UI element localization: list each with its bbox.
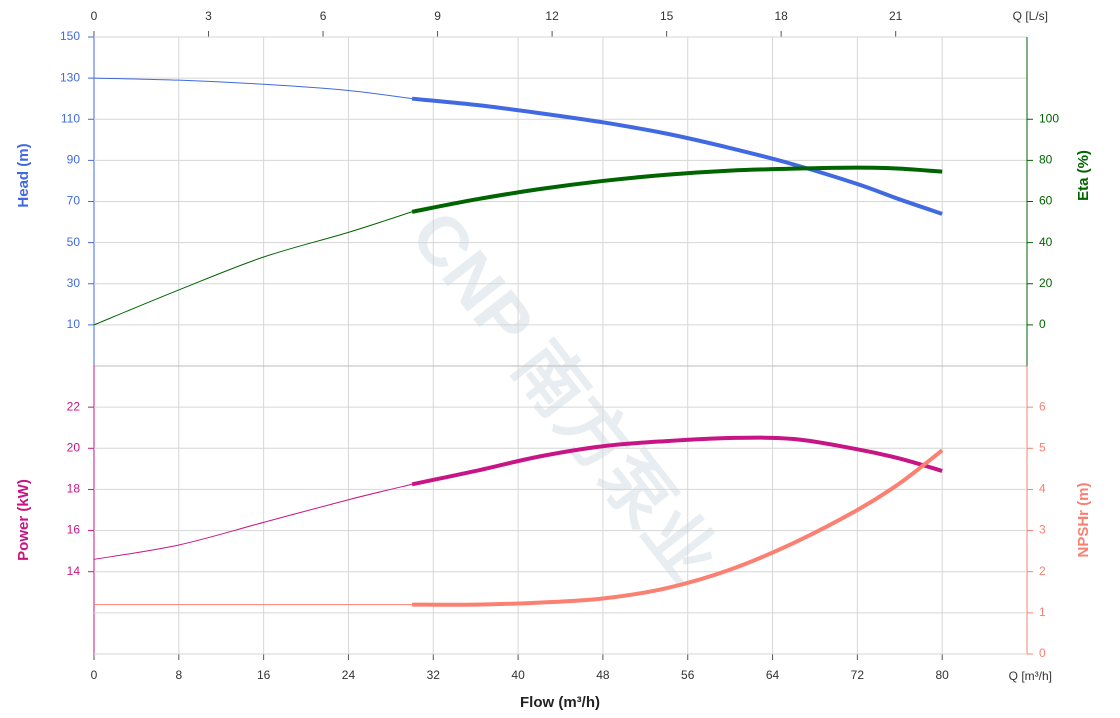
x-axis-title: Flow (m³/h) <box>520 694 600 711</box>
watermark: CNP 南方泵业 <box>396 197 732 596</box>
y-tick-label: 100 <box>1039 111 1059 125</box>
y-tick-label: 110 <box>61 111 80 125</box>
x-tick-label: 56 <box>681 668 695 682</box>
y-axis-title: Eta (%) <box>1075 150 1092 201</box>
curve <box>412 448 944 607</box>
x2-tick-label: 21 <box>889 9 903 23</box>
x-tick-label: 32 <box>427 668 441 682</box>
x-tick-label: 48 <box>596 668 610 682</box>
y-tick-label: 130 <box>60 70 80 84</box>
y-tick-label: 70 <box>67 194 81 208</box>
curve <box>93 77 413 100</box>
x-tick-label: 80 <box>936 668 950 682</box>
curve <box>411 435 943 487</box>
x2-unit-label: Q [L/s] <box>1013 9 1048 23</box>
y-tick-label: 5 <box>1039 440 1046 454</box>
curve <box>93 211 413 326</box>
x-tick-label: 0 <box>91 668 98 682</box>
curve <box>411 165 943 214</box>
y-tick-label: 14 <box>67 564 81 578</box>
x-tick-label: 8 <box>175 668 182 682</box>
x-tick-label: 64 <box>766 668 780 682</box>
y-tick-label: 6 <box>1039 399 1046 413</box>
x2-tick-label: 3 <box>205 9 212 23</box>
y-tick-label: 18 <box>67 482 81 496</box>
curve <box>93 483 413 560</box>
x2-tick-label: 15 <box>660 9 674 23</box>
y-tick-label: 40 <box>1039 235 1053 249</box>
x2-tick-label: 9 <box>434 9 441 23</box>
y-tick-label: 0 <box>1039 317 1046 331</box>
y-tick-label: 80 <box>1039 153 1053 167</box>
y-axis-title: Power (kW) <box>15 479 32 561</box>
x2-tick-label: 12 <box>545 9 559 23</box>
y-tick-label: 150 <box>60 29 80 43</box>
y-tick-label: 16 <box>67 523 81 537</box>
y-tick-label: 22 <box>67 399 81 413</box>
x-tick-label: 72 <box>851 668 865 682</box>
y-tick-label: 20 <box>67 440 81 454</box>
y-axis-title: Head (m) <box>15 143 32 207</box>
y-tick-label: 10 <box>67 317 81 331</box>
x-unit-label: Q [m³/h] <box>1009 669 1052 683</box>
y-tick-label: 3 <box>1039 523 1046 537</box>
y-tick-label: 4 <box>1039 482 1046 496</box>
y-tick-label: 1 <box>1039 605 1046 619</box>
x2-tick-label: 18 <box>774 9 788 23</box>
x2-tick-label: 0 <box>91 9 98 23</box>
y-axis-title: NPSHr (m) <box>1075 482 1092 557</box>
x2-tick-label: 6 <box>320 9 327 23</box>
y-tick-label: 30 <box>67 276 81 290</box>
y-tick-label: 60 <box>1039 194 1053 208</box>
x-tick-label: 24 <box>342 668 356 682</box>
x-tick-label: 40 <box>511 668 525 682</box>
y-tick-label: 50 <box>67 235 81 249</box>
y-tick-label: 0 <box>1039 646 1046 660</box>
x-tick-label: 16 <box>257 668 271 682</box>
y-tick-label: 20 <box>1039 276 1053 290</box>
y-tick-label: 2 <box>1039 564 1046 578</box>
curve <box>411 96 943 216</box>
y-tick-label: 90 <box>67 153 81 167</box>
